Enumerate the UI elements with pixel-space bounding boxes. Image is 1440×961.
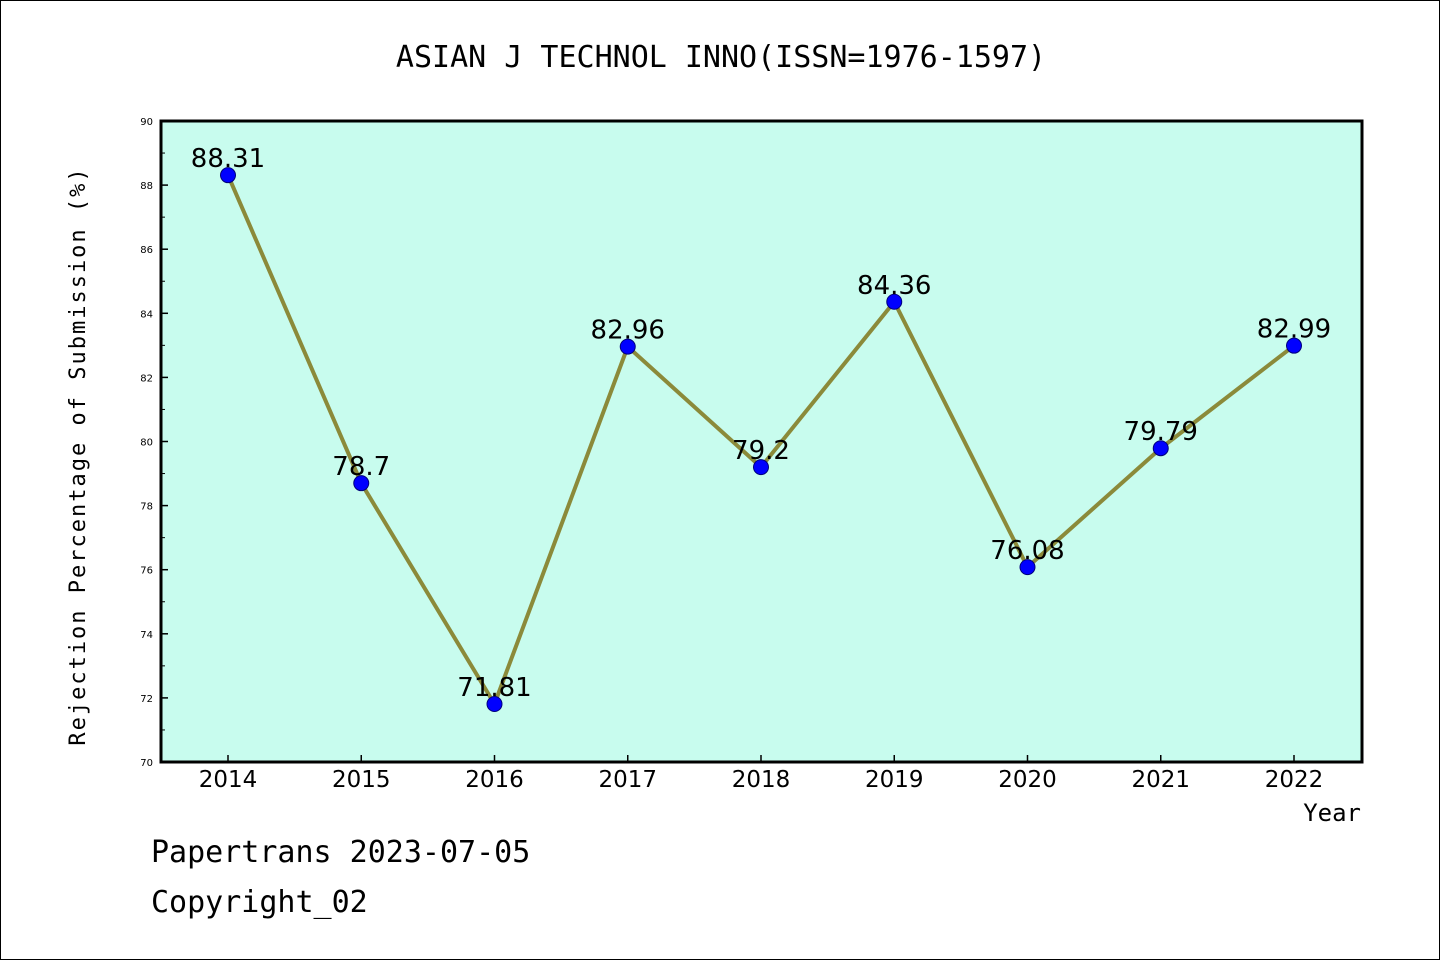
data-point — [486, 695, 503, 712]
data-label: 82.96 — [591, 316, 665, 346]
data-label: 78.7 — [332, 452, 390, 482]
y-tick-label: 84 — [140, 309, 153, 320]
x-tick-label: 2018 — [732, 767, 791, 793]
chart-title: ASIAN J TECHNOL INNO(ISSN=1976-1597) — [396, 40, 1046, 75]
y-tick-label: 80 — [140, 438, 153, 449]
data-label: 82.99 — [1257, 315, 1331, 345]
y-tick-label: 78 — [140, 502, 153, 513]
data-label: 79.79 — [1124, 417, 1198, 447]
data-label: 76.08 — [990, 536, 1064, 566]
data-point — [753, 459, 769, 476]
x-tick-label: 2020 — [998, 767, 1057, 793]
y-tick-label: 88 — [140, 181, 153, 192]
footer-date: Papertrans 2023-07-05 — [151, 835, 531, 870]
y-tick-label: 86 — [140, 245, 153, 256]
x-tick-label: 2022 — [1265, 767, 1324, 793]
data-point — [353, 475, 370, 492]
y-tick-label: 90 — [140, 117, 153, 128]
y-tick-label: 72 — [140, 694, 153, 705]
footer-copyright: Copyright_02 — [151, 885, 368, 920]
data-label: 79.2 — [732, 436, 790, 466]
data-label: 84.36 — [857, 271, 931, 301]
x-tick-label: 2016 — [465, 767, 524, 793]
data-point — [1152, 440, 1169, 457]
x-tick-label: 2015 — [332, 767, 391, 793]
x-axis-label: Year — [1303, 799, 1361, 827]
y-tick-label: 70 — [140, 758, 153, 769]
data-label: 88.31 — [191, 144, 265, 174]
x-tick-label: 2019 — [865, 767, 924, 793]
y-axis-label: Rejection Percentage of Submission (%) — [66, 166, 91, 745]
data-point — [220, 167, 236, 184]
data-markers — [220, 167, 1302, 712]
x-tick-label: 2021 — [1131, 767, 1190, 793]
data-point — [886, 293, 903, 310]
y-tick-label: 76 — [140, 566, 153, 577]
data-label: 71.81 — [457, 673, 531, 703]
x-axis-ticks: 2014 2015 2016 2017 2018 2019 2020 2021 2022 — [199, 755, 1324, 793]
data-point — [1019, 559, 1036, 576]
y-tick-label: 74 — [140, 630, 153, 641]
x-tick-label: 2017 — [598, 767, 657, 793]
y-axis-ticks: 70 72 74 76 78 80 82 84 86 88 90 — [140, 117, 168, 769]
data-point — [619, 338, 636, 355]
x-tick-label: 2014 — [199, 767, 258, 793]
data-point — [1286, 337, 1302, 354]
y-tick-label: 82 — [140, 373, 153, 384]
data-labels: 88.31 78.7 71.81 82.96 79.2 84.36 76.08 79.79 82… — [191, 144, 1331, 703]
